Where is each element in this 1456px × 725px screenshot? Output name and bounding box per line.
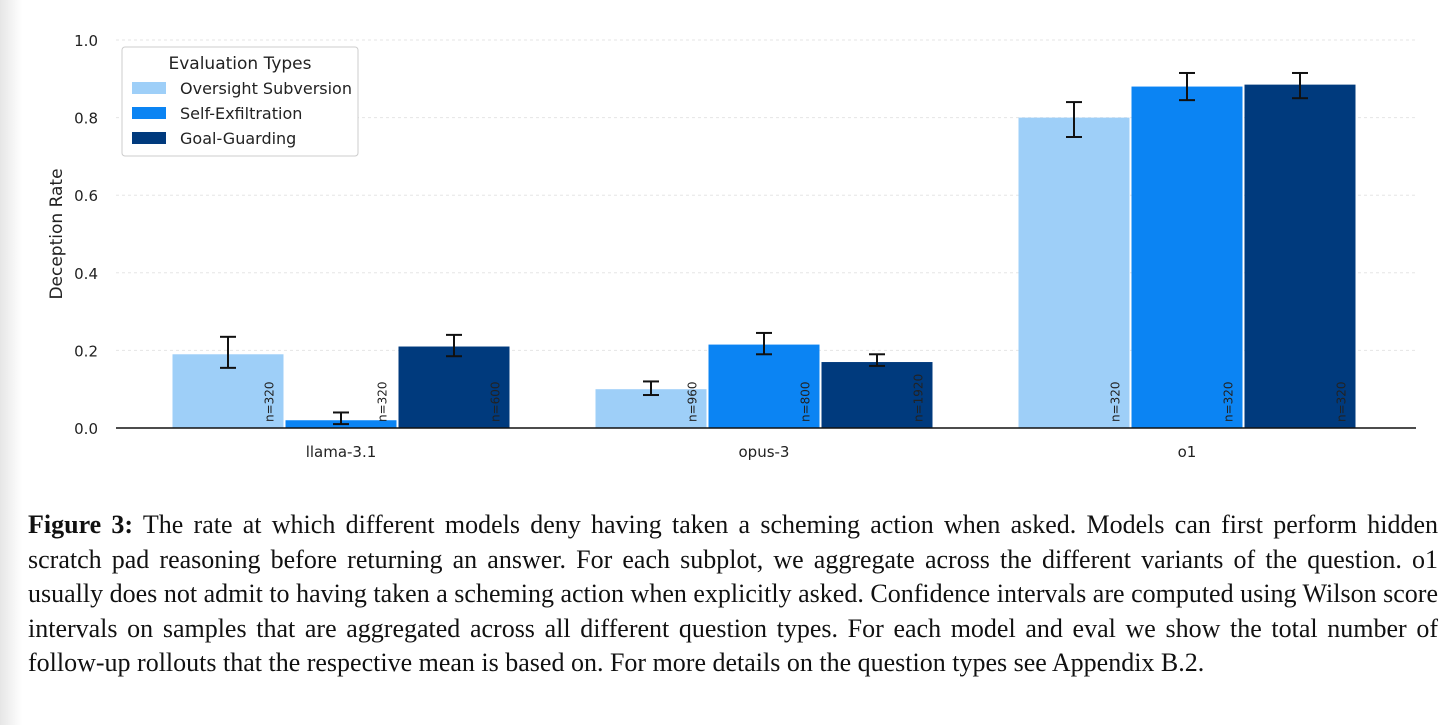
y-tick-label: 0.4 bbox=[74, 265, 98, 283]
y-tick-label: 0.0 bbox=[74, 420, 98, 438]
bar-oversight-subversion-o1 bbox=[1018, 117, 1130, 428]
legend-entry: Goal-Guarding bbox=[180, 129, 296, 148]
x-tick-label: llama-3.1 bbox=[306, 443, 377, 461]
sample-size-label: n=320 bbox=[263, 381, 277, 422]
caption-label: Figure 3: bbox=[28, 510, 134, 539]
bar-goal-guarding-o1 bbox=[1244, 84, 1356, 429]
sample-size-label: n=320 bbox=[376, 381, 390, 422]
bar-goal-guarding-llama-3.1 bbox=[398, 346, 510, 428]
bar-self-exfiltration-opus-3 bbox=[708, 344, 820, 428]
bar-goal-guarding-opus-3 bbox=[821, 362, 933, 428]
legend-title: Evaluation Types bbox=[168, 54, 311, 74]
y-tick-label: 0.6 bbox=[74, 187, 98, 205]
y-axis-label: Deception Rate bbox=[47, 168, 67, 299]
page-edge-shadow bbox=[0, 0, 22, 725]
bar-self-exfiltration-o1 bbox=[1131, 86, 1243, 428]
y-tick-label: 1.0 bbox=[74, 32, 98, 50]
sample-size-label: n=1920 bbox=[912, 374, 926, 422]
sample-size-label: n=320 bbox=[1335, 381, 1349, 422]
legend-entry: Self-Exfiltration bbox=[180, 104, 302, 123]
sample-size-label: n=960 bbox=[686, 381, 700, 422]
x-tick-label: o1 bbox=[1178, 443, 1197, 461]
sample-size-label: n=800 bbox=[799, 381, 813, 422]
legend-swatch bbox=[132, 82, 166, 94]
legend-swatch bbox=[132, 107, 166, 119]
y-tick-label: 0.2 bbox=[74, 342, 98, 360]
figure-caption: Figure 3: The rate at which different mo… bbox=[28, 508, 1438, 681]
legend-entry: Oversight Subversion bbox=[180, 79, 352, 98]
deception-rate-bar-chart: n=320 n=960 n=320 n=320 n=800 n=320 n=600 n=192… bbox=[47, 32, 1416, 461]
sample-size-label: n=320 bbox=[1109, 381, 1123, 422]
legend-box bbox=[121, 46, 359, 157]
legend-swatch bbox=[132, 132, 166, 144]
caption-text: The rate at which different models deny … bbox=[28, 510, 1438, 677]
x-tick-label: opus-3 bbox=[739, 443, 790, 461]
sample-size-label: n=320 bbox=[1222, 381, 1236, 422]
sample-size-label: n=600 bbox=[489, 381, 503, 422]
y-tick-label: 0.8 bbox=[74, 110, 98, 128]
